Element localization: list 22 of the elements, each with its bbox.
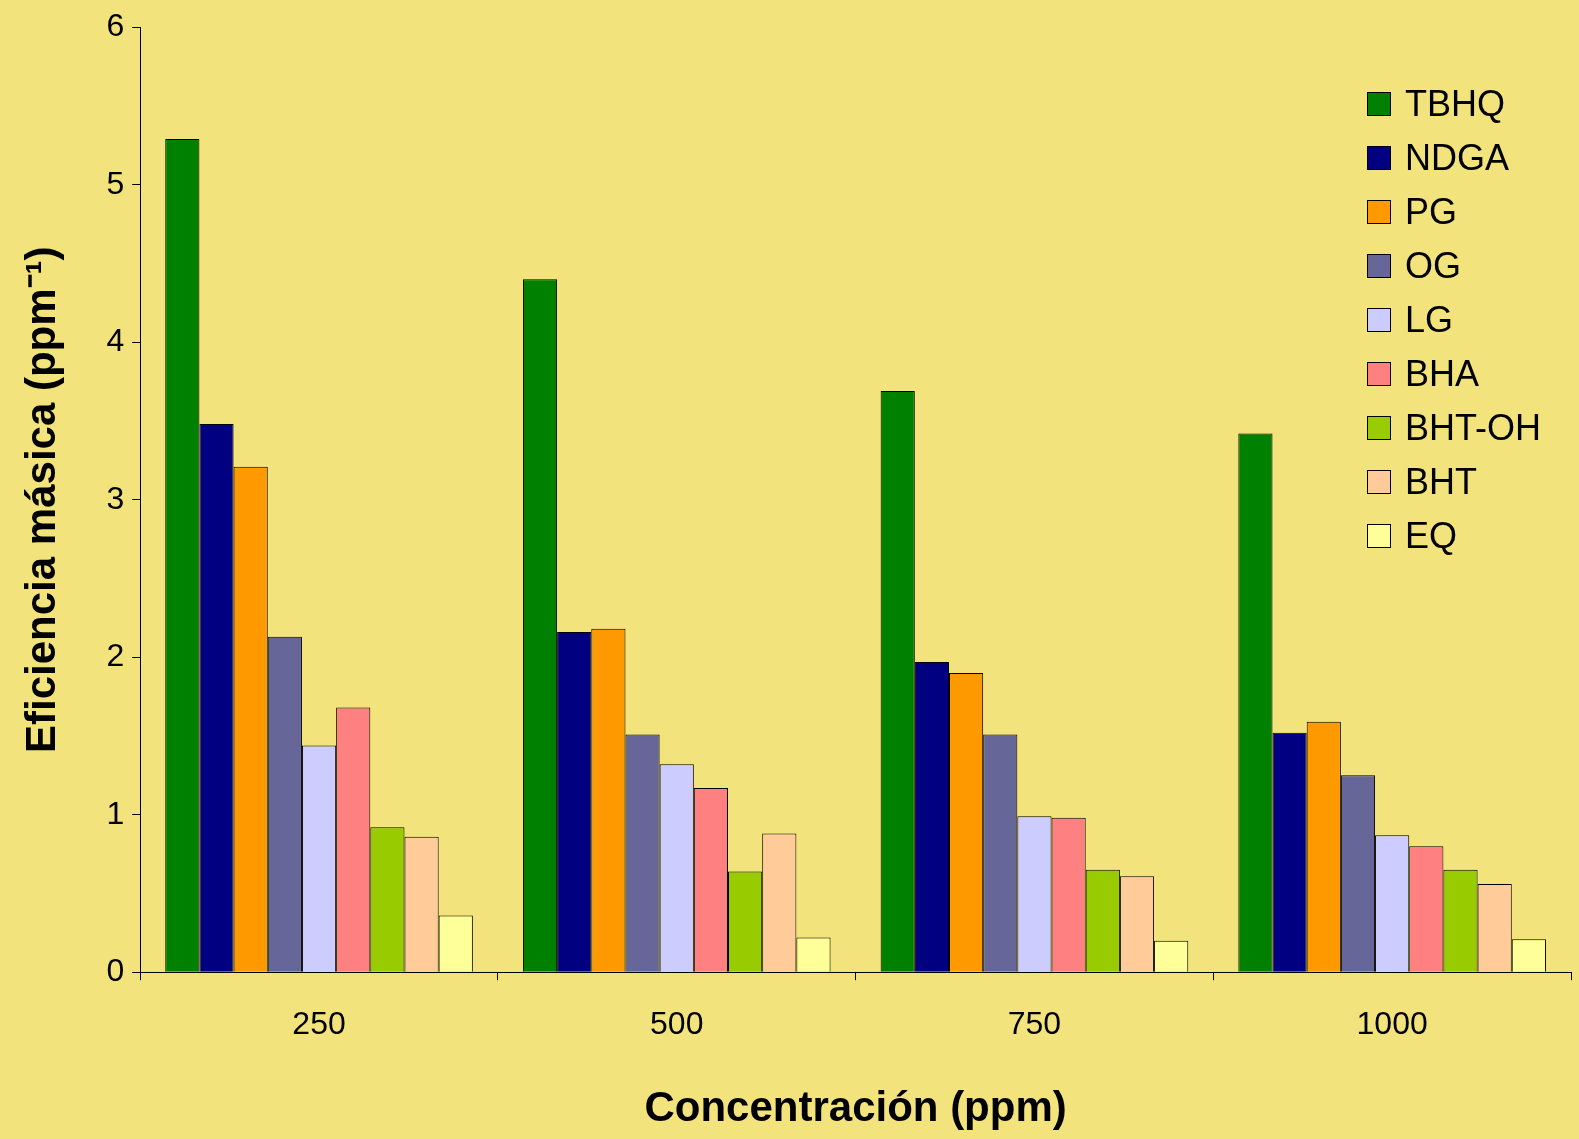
y-tick-label: 1 — [106, 794, 125, 831]
legend-label: LG — [1405, 299, 1454, 342]
y-tick-label: 6 — [106, 7, 125, 44]
x-tick-label: 250 — [292, 1005, 346, 1042]
x-tick-label: 1000 — [1356, 1005, 1428, 1042]
legend-label: BHA — [1405, 353, 1480, 396]
legend-label: BHT-OH — [1405, 407, 1542, 450]
y-tick-label: 4 — [106, 322, 125, 359]
legend-label: NDGA — [1405, 137, 1510, 180]
legend-label: EQ — [1405, 515, 1458, 558]
legend-label: OG — [1405, 245, 1462, 288]
x-tick-label: 500 — [650, 1005, 704, 1042]
y-tick-label: 3 — [106, 479, 125, 516]
y-axis-title: Eficiencia másica (ppm⁻¹) — [16, 246, 64, 753]
y-tick-label: 0 — [106, 952, 125, 989]
y-tick-label: 5 — [106, 164, 125, 201]
legend-label: TBHQ — [1405, 83, 1506, 126]
y-tick-label: 2 — [106, 637, 125, 674]
x-axis-title: Concentración (ppm) — [644, 1083, 1067, 1131]
legend-label: PG — [1405, 191, 1458, 234]
x-tick-label: 750 — [1007, 1005, 1062, 1042]
legend-label: BHT — [1405, 461, 1477, 504]
